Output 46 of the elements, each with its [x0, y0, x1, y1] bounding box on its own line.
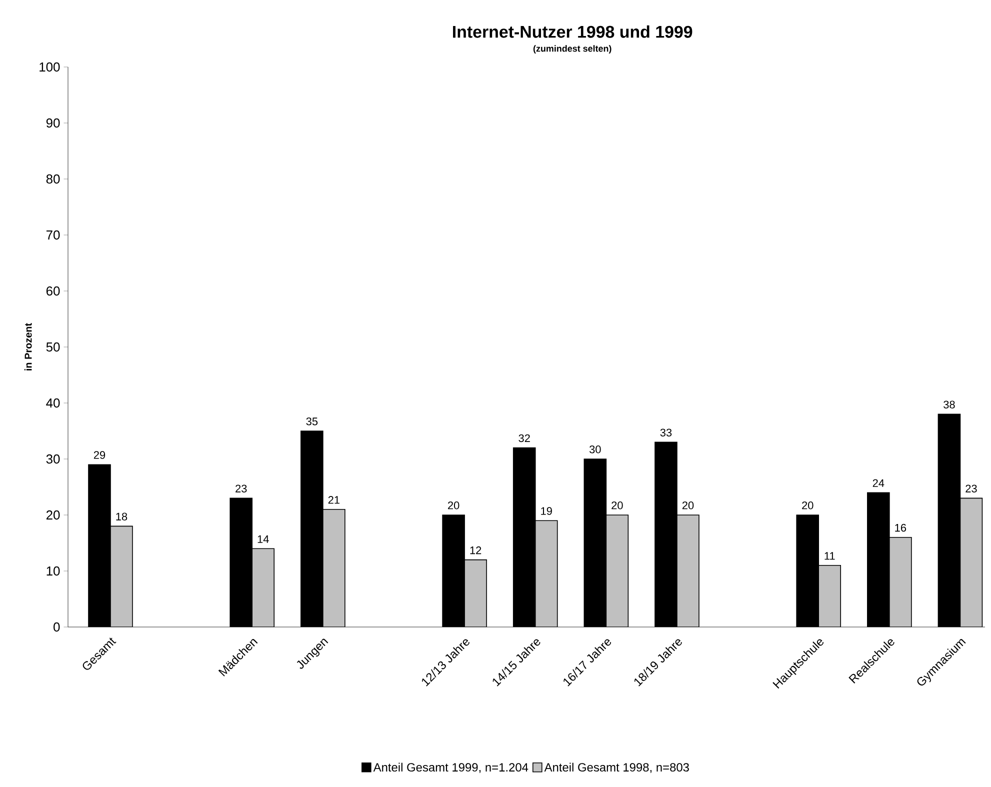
y-tick-label: 80 [46, 174, 60, 184]
data-label: 14 [258, 535, 269, 543]
bar [252, 548, 275, 627]
y-tick-label: 10 [46, 566, 60, 576]
bar [889, 537, 912, 627]
bar [960, 498, 983, 627]
data-label: 19 [541, 507, 552, 515]
data-label: 35 [306, 418, 318, 426]
data-label: 20 [448, 502, 460, 510]
data-label: 30 [589, 446, 601, 454]
y-tick-label: 50 [46, 342, 60, 352]
bar [676, 514, 700, 627]
data-label: 32 [518, 434, 530, 442]
y-tick-label: 100 [40, 62, 60, 72]
data-label: 20 [802, 502, 814, 510]
data-label: 18 [116, 512, 128, 520]
bar [322, 509, 346, 627]
data-label: 24 [872, 479, 884, 487]
bar [110, 526, 133, 627]
bar [818, 565, 842, 627]
data-label: 12 [470, 546, 482, 554]
data-label: 11 [824, 552, 835, 560]
chart-title: Internet-Nutzer 1998 und 1999 [453, 25, 692, 38]
data-label: 29 [94, 451, 106, 459]
legend-label: Anteil Gesamt 1999, n=1.204 [373, 762, 528, 773]
data-label: 23 [236, 484, 247, 492]
data-label: 20 [682, 502, 694, 510]
y-tick-label: 70 [46, 230, 60, 240]
bar [606, 514, 629, 627]
y-tick-label: 0 [54, 622, 60, 632]
y-tick-label: 30 [46, 454, 60, 464]
y-tick-label: 60 [46, 286, 60, 296]
y-tick-label: 90 [46, 118, 60, 128]
legend-label: Anteil Gesamt 1998, n=803 [544, 762, 689, 773]
data-label: 38 [944, 400, 955, 408]
y-tick-label: 40 [46, 398, 60, 408]
data-label: 21 [328, 496, 340, 504]
y-tick-label: 20 [46, 510, 60, 520]
chart-subtitle: (zumindest selten) [533, 45, 612, 54]
data-label: 20 [612, 502, 623, 510]
data-label: 33 [660, 428, 672, 436]
data-label: 16 [895, 524, 906, 532]
y-axis-title: in Prozent [24, 323, 32, 370]
data-label: 23 [966, 484, 977, 492]
bar [464, 559, 487, 627]
bar [534, 520, 558, 627]
